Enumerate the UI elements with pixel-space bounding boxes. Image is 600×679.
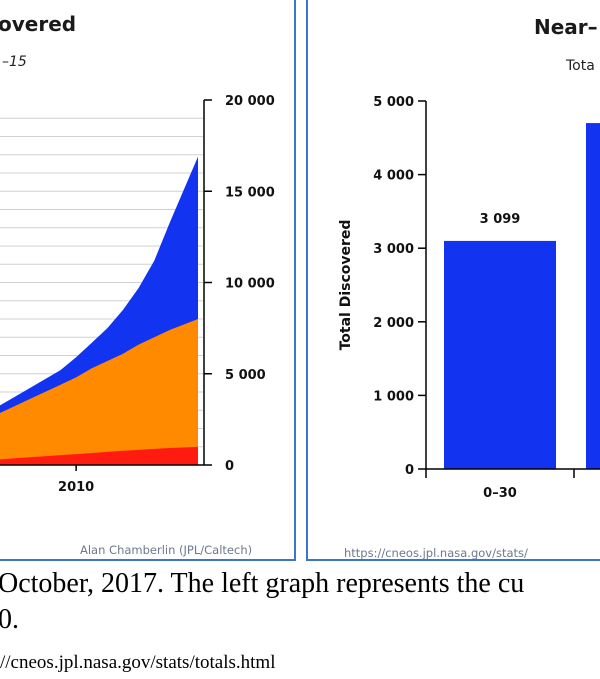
bar: [444, 240, 556, 469]
left-y-tick-label: 10 000: [225, 277, 275, 292]
left-y-tick-label: 5 000: [225, 368, 266, 383]
caption-line-2: 0.: [0, 604, 19, 635]
right-bar-chart: 0 1 000 2 000 3 000 4 000 5 000 Total Discover…: [338, 95, 600, 501]
right-chart-panel: Near– Tota 0 1 000 2 000 3 000 4 000 5 000 Tot…: [306, 0, 600, 561]
right-chart-subtitle: Tota: [566, 58, 595, 74]
right-y-tick-label: 1 000: [373, 389, 414, 404]
right-y-tick-label: 4 000: [373, 169, 414, 184]
right-y-tick-label: 0: [405, 463, 414, 478]
left-y-tick-label: 0: [225, 459, 234, 474]
right-chart-credit: https://cneos.jpl.nasa.gov/stats/: [344, 546, 528, 560]
left-chart-title: overed: [0, 12, 77, 36]
right-y-axis: 0 1 000 2 000 3 000 4 000 5 000: [373, 95, 427, 478]
left-y-tick-label: 20 000: [225, 94, 275, 109]
caption-line-1: October, 2017. The left graph represents…: [0, 568, 525, 599]
left-chart-subtitle: –15: [2, 54, 27, 70]
right-y-tick-label: 5 000: [373, 95, 414, 110]
left-area-chart: 0 5 000 10 000 15 000 20 000 2010: [0, 94, 275, 495]
right-y-axis-label: Total Discovered: [338, 220, 354, 351]
bar-data-label: 3 099: [480, 212, 521, 227]
left-chart-credit: Alan Chamberlin (JPL/Caltech): [80, 543, 253, 557]
left-y-axis: 0 5 000 10 000 15 000 20 000: [203, 94, 275, 474]
area-series-0: [0, 446, 198, 465]
left-y-tick-label: 15 000: [225, 185, 275, 200]
right-chart-title: Near–: [534, 15, 598, 39]
right-y-tick-label: 2 000: [373, 316, 414, 331]
left-x-tick-label: 2010: [58, 480, 94, 495]
caption-source: //cneos.jpl.nasa.gov/stats/totals.html: [0, 652, 276, 673]
right-y-tick-label: 3 000: [373, 242, 414, 257]
right-x-tick-label: 0–30: [483, 486, 517, 501]
area-series-1: [0, 319, 198, 465]
bar: [586, 123, 600, 469]
